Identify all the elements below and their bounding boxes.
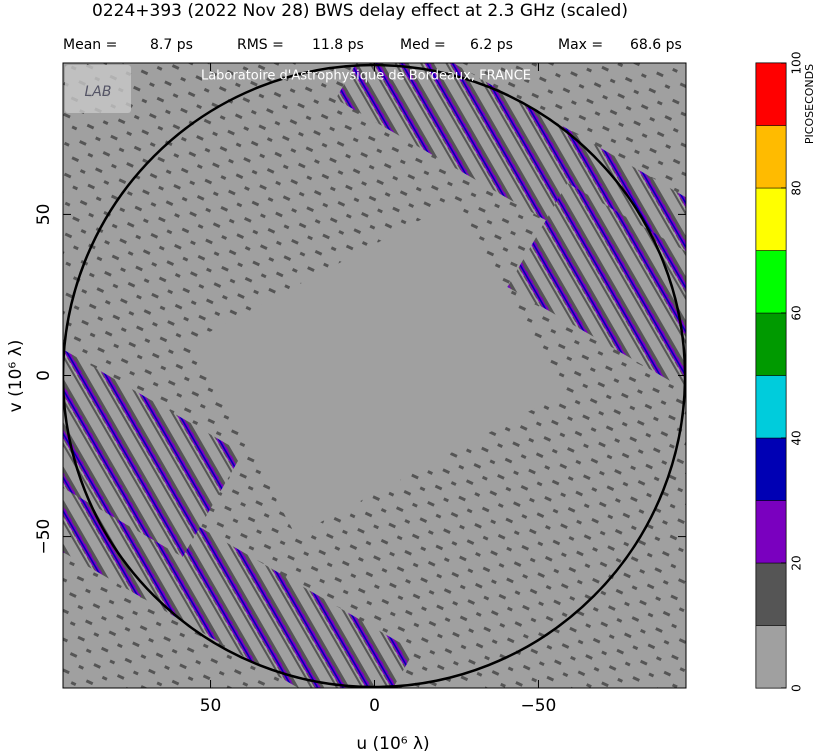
stat-label: Max =	[558, 37, 603, 53]
y-tick-label: 50	[34, 204, 54, 226]
logo-box	[65, 65, 131, 113]
logo: LAB	[85, 84, 112, 100]
colorbar-band	[755, 375, 787, 439]
colorbar-band	[755, 187, 787, 251]
stat-value: 6.2 ps	[470, 37, 513, 53]
y-tick-label: −50	[34, 519, 54, 555]
stat-value: 11.8 ps	[312, 37, 364, 53]
colorbar-band	[755, 437, 787, 501]
map-center	[192, 200, 561, 536]
x-tick-label: −50	[521, 696, 557, 716]
colorbar-band	[755, 500, 787, 564]
fringe-band	[63, 323, 243, 557]
fringe-band	[507, 183, 686, 417]
colorbar-tick-label: 80	[790, 180, 804, 195]
stat-label: Mean =	[63, 37, 117, 53]
stat-label: Med =	[400, 37, 446, 53]
colorbar-band	[755, 625, 787, 689]
colorbar-tick-label: 0	[790, 684, 804, 692]
colorbar-tick-label: 20	[790, 555, 804, 570]
colorbar-band	[755, 250, 787, 314]
x-tick-label: 50	[200, 696, 222, 716]
colorbar-band	[755, 62, 787, 126]
colorbar-band	[755, 562, 787, 626]
colorbar-label: PICOSECONDS	[803, 64, 815, 144]
watermark: Laboratoire d'Astrophysique de Bordeaux,…	[201, 69, 531, 84]
stat-label: RMS =	[237, 37, 284, 53]
colorbar-band	[755, 125, 787, 189]
stat-value: 68.6 ps	[630, 37, 682, 53]
stat-value: 8.7 ps	[150, 37, 193, 53]
colorbar-tick-label: 100	[790, 52, 804, 75]
colorbar-band	[755, 312, 787, 376]
plot-area: LAB Laboratoire d'Astrophysique de Borde…	[63, 63, 686, 688]
x-tick-label: 0	[369, 696, 380, 716]
colorbar-tick-label: 40	[790, 430, 804, 445]
y-tick-label: 0	[34, 370, 54, 381]
colorbar-tick-label: 60	[790, 305, 804, 320]
x-axis-label: u (10⁶ λ)	[356, 734, 429, 754]
chart-title: 0224+393 (2022 Nov 28) BWS delay effect …	[92, 1, 628, 21]
y-axis-label: v (10⁶ λ)	[6, 340, 26, 413]
